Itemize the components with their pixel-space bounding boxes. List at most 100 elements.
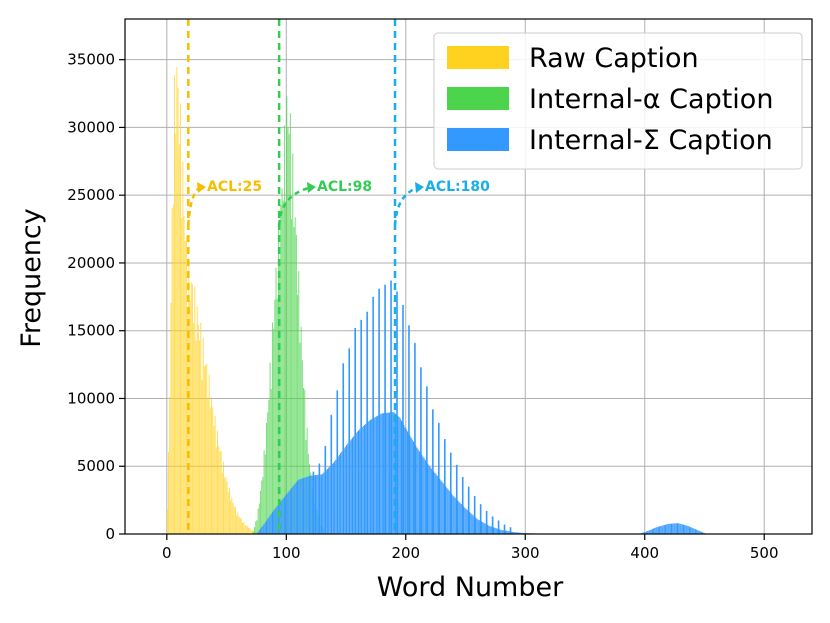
series-2-bar bbox=[483, 522, 485, 534]
series-2-bars bbox=[256, 280, 707, 534]
series-2-spike bbox=[390, 280, 392, 534]
acl-arrow-head bbox=[415, 182, 424, 193]
series-0-bar bbox=[194, 286, 196, 534]
series-0-bar bbox=[172, 204, 174, 535]
series-2-bar bbox=[424, 460, 426, 534]
series-0-bar bbox=[206, 363, 208, 534]
series-2-bar bbox=[672, 523, 674, 534]
series-1-bar bbox=[269, 362, 271, 534]
series-2-bar bbox=[496, 528, 498, 534]
series-2-bar bbox=[273, 510, 275, 534]
series-0-bar bbox=[208, 374, 210, 534]
series-2-spike bbox=[432, 409, 434, 534]
histogram-bars bbox=[166, 67, 707, 535]
series-2-spike bbox=[366, 311, 368, 534]
series-1-bar bbox=[288, 133, 290, 535]
series-1-bar bbox=[276, 298, 278, 534]
series-2-spike bbox=[336, 390, 339, 534]
series-2-spike bbox=[378, 288, 380, 534]
series-0-bar bbox=[218, 445, 220, 534]
series-0-bar bbox=[216, 430, 219, 534]
series-2-bar bbox=[696, 529, 698, 534]
series-2-bar bbox=[320, 474, 322, 534]
series-2-bar bbox=[282, 498, 284, 534]
series-2-spike bbox=[449, 452, 452, 534]
y-tick-label: 10000 bbox=[67, 389, 115, 407]
series-2-bar bbox=[410, 437, 412, 534]
series-2-bar bbox=[458, 501, 460, 534]
series-2-bar bbox=[422, 456, 424, 534]
series-2-bar bbox=[352, 437, 354, 534]
series-2-bar bbox=[362, 426, 364, 534]
y-tick-label: 0 bbox=[105, 525, 115, 543]
series-0-bar bbox=[209, 408, 211, 534]
series-2-bar bbox=[264, 522, 266, 534]
series-1-bar bbox=[295, 234, 297, 535]
legend: Raw Caption Internal-α Caption Internal-Σ … bbox=[433, 32, 803, 170]
y-tick-label: 35000 bbox=[67, 51, 115, 69]
series-1-bar bbox=[280, 204, 282, 534]
series-1-bar bbox=[289, 113, 291, 534]
series-1-bar bbox=[294, 217, 296, 534]
series-1-bar bbox=[281, 188, 283, 534]
series-2-bar bbox=[642, 532, 644, 534]
series-1-bar bbox=[264, 454, 266, 534]
series-2-spike bbox=[342, 363, 345, 534]
series-2-spike bbox=[438, 422, 440, 534]
series-2-bar bbox=[434, 472, 436, 534]
series-2-bar bbox=[258, 530, 260, 534]
series-1-bar bbox=[303, 387, 305, 534]
series-0-bar bbox=[195, 340, 197, 534]
series-2-bar bbox=[660, 526, 662, 534]
series-2-bar bbox=[477, 519, 479, 534]
x-tick-label: 500 bbox=[750, 544, 779, 562]
series-2-bar bbox=[279, 502, 281, 534]
series-0-bar bbox=[251, 529, 253, 534]
series-2-bar bbox=[361, 427, 363, 534]
y-tick-label: 20000 bbox=[67, 254, 115, 272]
acl-label: ACL:180 bbox=[425, 179, 490, 195]
series-2-bar bbox=[386, 412, 388, 534]
series-2-spike bbox=[503, 524, 506, 534]
series-2-bar bbox=[263, 523, 265, 534]
series-1-bar bbox=[300, 326, 302, 534]
series-0-bar bbox=[227, 492, 229, 534]
series-2-bar bbox=[355, 433, 357, 534]
series-2-bar bbox=[650, 529, 652, 534]
series-2-bar bbox=[375, 416, 377, 534]
series-0-bar bbox=[213, 426, 215, 534]
series-1-bar bbox=[265, 422, 267, 534]
series-2-bar bbox=[502, 530, 504, 534]
series-1-bar bbox=[292, 153, 294, 534]
series-2-bar bbox=[297, 480, 299, 534]
series-2-bar bbox=[326, 468, 328, 534]
series-2-bar bbox=[454, 497, 456, 534]
series-2-bar bbox=[676, 523, 679, 534]
series-2-bar bbox=[492, 527, 495, 534]
series-0-bar bbox=[236, 515, 238, 534]
series-2-bar bbox=[301, 478, 303, 534]
series-2-bar bbox=[697, 530, 699, 534]
series-0-bar bbox=[201, 379, 203, 534]
series-1-bar bbox=[274, 299, 276, 534]
series-2-bar bbox=[669, 523, 671, 534]
series-2-bar bbox=[684, 525, 686, 534]
series-2-bar bbox=[347, 443, 349, 534]
series-2-bar bbox=[518, 532, 520, 534]
series-2-spike bbox=[318, 463, 321, 534]
series-2-bar bbox=[691, 527, 693, 534]
series-2-bar bbox=[409, 435, 411, 534]
series-1-bar bbox=[285, 201, 287, 534]
series-0-bar bbox=[190, 282, 192, 534]
series-2-bar bbox=[428, 465, 430, 534]
series-2-bar bbox=[644, 531, 646, 534]
series-2-spike bbox=[479, 504, 482, 534]
series-2-bar bbox=[261, 527, 263, 534]
x-axis-title: Word Number bbox=[377, 572, 564, 603]
series-0-bar bbox=[244, 525, 246, 534]
series-2-bar bbox=[475, 517, 477, 534]
series-0-bar bbox=[222, 461, 224, 534]
series-0-bar bbox=[177, 87, 179, 535]
series-0-bar bbox=[193, 323, 195, 534]
y-tick-label: 30000 bbox=[67, 118, 115, 136]
